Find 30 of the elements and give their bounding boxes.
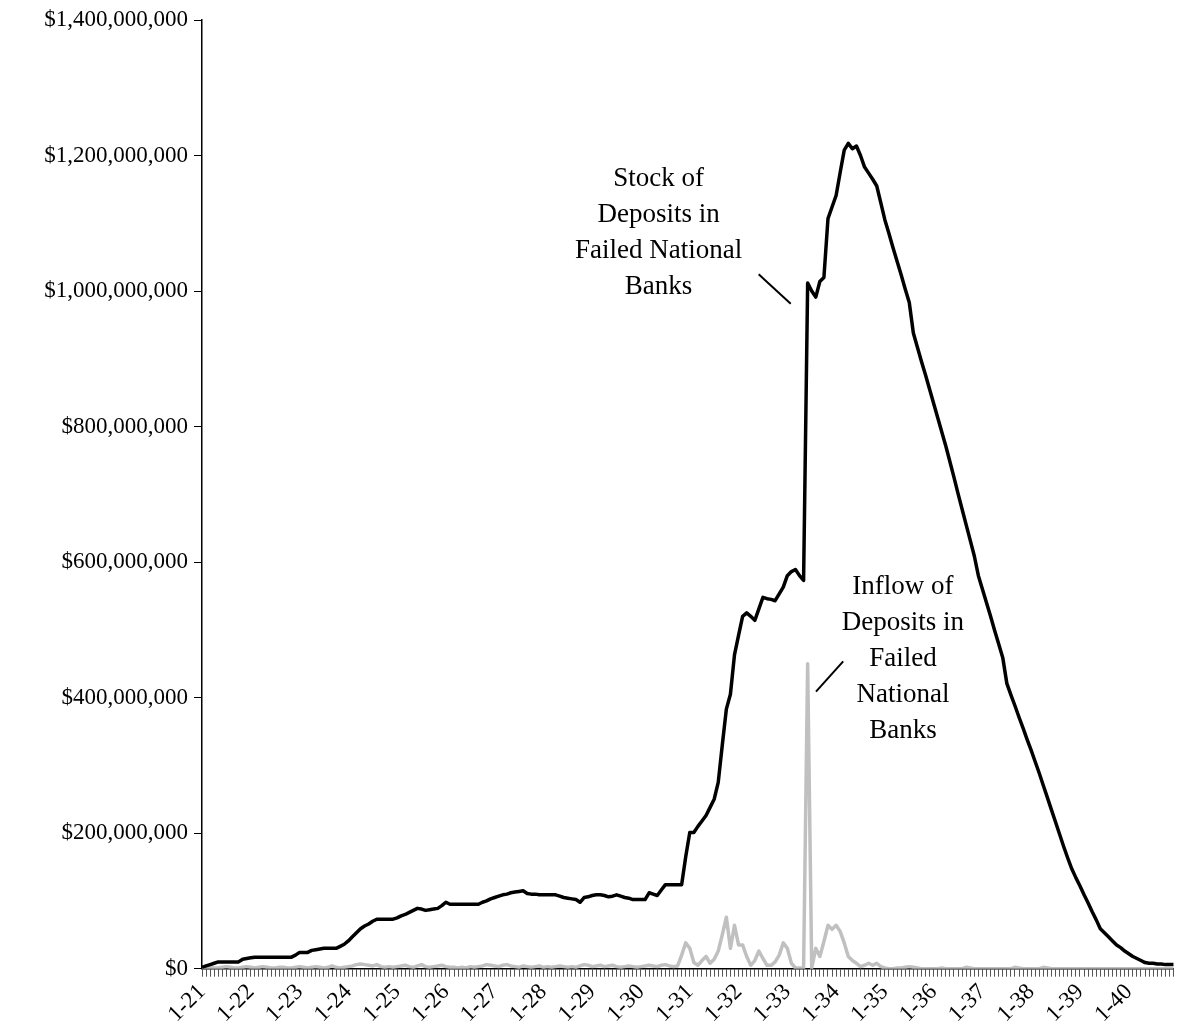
x-tick-label: 1-30 bbox=[601, 978, 649, 1027]
y-tick-label: $0 bbox=[165, 954, 188, 980]
x-tick-label: 1-27 bbox=[454, 978, 503, 1027]
x-tick-label: 1-34 bbox=[796, 978, 845, 1027]
y-tick-label: $1,400,000,000 bbox=[44, 6, 188, 32]
y-tick-label: $600,000,000 bbox=[61, 548, 188, 574]
x-tick-label: 1-25 bbox=[357, 978, 405, 1027]
x-tick-label: 1-23 bbox=[259, 978, 308, 1027]
x-tick-label: 1-38 bbox=[991, 978, 1040, 1027]
x-tick-label: 1-31 bbox=[650, 978, 698, 1027]
x-tick-label: 1-21 bbox=[162, 978, 210, 1027]
x-tick-label: 1-32 bbox=[698, 978, 747, 1027]
x-tick-label: 1-22 bbox=[211, 978, 259, 1027]
y-tick-label: $400,000,000 bbox=[61, 683, 188, 709]
x-tick-label: 1-33 bbox=[747, 978, 796, 1027]
series-label: Inflow of Deposits in Failed National Banks bbox=[841, 570, 965, 745]
x-tick-label: 1-39 bbox=[1040, 978, 1088, 1027]
x-tick-label: 1-35 bbox=[845, 978, 893, 1027]
x-tick-label: 1-40 bbox=[1089, 978, 1137, 1027]
x-tick-label: 1-24 bbox=[308, 978, 357, 1027]
y-tick-label: $1,200,000,000 bbox=[44, 141, 188, 167]
x-tick-label: 1-37 bbox=[942, 978, 991, 1027]
x-tick-label: 1-36 bbox=[893, 978, 942, 1027]
y-tick-label: $1,000,000,000 bbox=[44, 277, 188, 303]
x-tick-label: 1-29 bbox=[552, 978, 601, 1027]
y-tick-label: $800,000,000 bbox=[61, 412, 188, 438]
x-tick-label: 1-26 bbox=[406, 978, 454, 1027]
x-tick-label: 1-28 bbox=[503, 978, 552, 1027]
text: Stock of Deposits in Failed National Banks bbox=[574, 162, 743, 301]
y-tick-label: $200,000,000 bbox=[61, 819, 188, 845]
